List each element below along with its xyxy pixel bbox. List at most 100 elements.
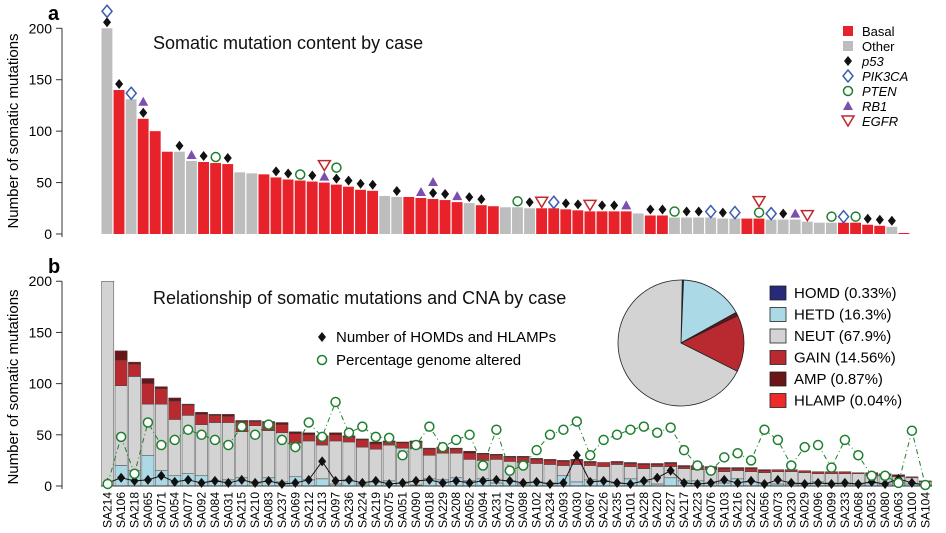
genome-altered-point <box>249 429 261 441</box>
p53-marker <box>694 206 703 217</box>
bar <box>198 162 209 234</box>
genome-altered-point <box>705 465 717 476</box>
genome-altered-point <box>719 452 730 463</box>
homd-hlamp-point <box>559 477 568 488</box>
genome-altered-point <box>276 434 288 446</box>
genome-altered-point <box>786 460 797 471</box>
x-tick-label: SA226 <box>597 492 611 528</box>
bar <box>874 225 886 234</box>
bar <box>355 189 366 234</box>
bar-segment-amp <box>530 458 543 460</box>
bar <box>306 181 318 234</box>
x-tick-label: SA056 <box>757 492 771 528</box>
bar <box>693 217 705 234</box>
y-tick-label: 150 <box>29 72 53 88</box>
bar <box>789 219 801 234</box>
bar <box>801 221 813 234</box>
rb1-marker <box>790 208 801 218</box>
x-tick-label: SA213 <box>315 492 329 528</box>
genome-altered-point <box>920 479 931 491</box>
genome-altered-point <box>517 460 529 471</box>
x-tick-label: SA052 <box>463 492 477 528</box>
homd-hlamp-point <box>639 475 648 486</box>
x-tick-label: SA233 <box>838 492 852 528</box>
homd-hlamp-point <box>411 475 420 486</box>
genome-altered-point <box>142 417 154 428</box>
genome-altered-point <box>370 431 382 443</box>
x-tick-label: SA212 <box>302 492 316 528</box>
x-tick-label: SA031 <box>221 492 235 528</box>
p53-marker <box>429 188 438 199</box>
homd-hlamp-point <box>264 475 273 486</box>
bar <box>608 211 620 234</box>
genome-altered-point <box>812 439 824 451</box>
bar <box>596 211 608 234</box>
bar <box>487 206 499 234</box>
x-tick-label: SA051 <box>396 492 410 528</box>
panel-a-label: a <box>48 3 60 25</box>
bar-segment-gain <box>530 459 543 464</box>
bar-segment-gain <box>610 462 624 465</box>
genome-altered-point <box>866 470 877 482</box>
pie-slice-neut <box>617 279 738 407</box>
bar-segment-neut <box>570 464 584 483</box>
x-tick-label: SA217 <box>677 492 691 528</box>
pten-marker <box>669 206 680 217</box>
genome-altered-point <box>477 460 489 471</box>
bar-segment-amp <box>677 465 691 467</box>
homd-hlamp-point <box>881 478 890 489</box>
bar-segment-gain <box>128 363 141 377</box>
panel-a-title: Somatic mutation content by case <box>153 33 423 53</box>
x-tick-label: SA104 <box>918 492 932 528</box>
homd-hlamp-point <box>197 477 206 488</box>
x-tick-label: SA228 <box>637 492 651 528</box>
genome-altered-point <box>584 450 596 461</box>
x-tick-label: SA054 <box>168 492 182 528</box>
genome-altered-point <box>544 429 556 441</box>
p53-marker <box>308 170 317 181</box>
x-tick-label: SA093 <box>556 492 570 528</box>
bar <box>367 190 379 234</box>
x-tick-label: SA097 <box>329 492 343 528</box>
bar-segment-neut <box>101 280 115 487</box>
bar <box>862 224 874 234</box>
x-tick-label: SA068 <box>851 492 865 528</box>
y-tick-label: 0 <box>44 226 52 242</box>
x-tick-label: SA083 <box>262 492 276 528</box>
homd-hlamp-point <box>814 477 823 488</box>
bar-segment-amp <box>717 467 731 469</box>
bar <box>101 28 113 234</box>
bar-segment-gain <box>731 468 745 471</box>
bar-segment-neut <box>168 419 182 477</box>
panel-b-legend: HOMD (0.33%) HETD (16.3%) NEUT (67.9%) GAIN… <box>769 285 902 410</box>
x-tick-label: SA053 <box>865 492 879 528</box>
genome-altered-point <box>879 470 891 482</box>
p53-marker <box>875 214 884 225</box>
legend-other-swatch <box>843 41 853 51</box>
p53-marker <box>115 79 124 89</box>
bar <box>258 174 270 234</box>
pik3ca-marker <box>547 195 560 210</box>
genome-altered-point <box>102 478 113 490</box>
bar <box>524 208 535 234</box>
bar <box>439 200 451 234</box>
x-tick-label: SA100 <box>905 492 919 528</box>
bar-segment-amp <box>664 462 677 464</box>
p53-marker <box>223 153 232 164</box>
bar-segment-hetd <box>570 481 584 487</box>
x-tick-label: SA235 <box>610 492 624 528</box>
bar-segment-amp <box>181 403 195 406</box>
genome-altered-point <box>558 424 569 435</box>
homd-hlamp-point <box>331 475 340 486</box>
homd-hlamp-point <box>224 477 233 488</box>
y-tick-label: 150 <box>29 324 53 340</box>
p53-marker <box>718 207 727 218</box>
pik3ca-marker <box>728 205 741 220</box>
bar-segment-amp <box>463 450 476 454</box>
genome-altered-point <box>129 468 140 479</box>
panel-a-ylabel: Number of somatic mutations <box>5 33 22 228</box>
genome-altered-point <box>491 424 502 435</box>
x-tick-label: SA227 <box>664 492 678 528</box>
bar-segment-neut <box>624 466 637 480</box>
